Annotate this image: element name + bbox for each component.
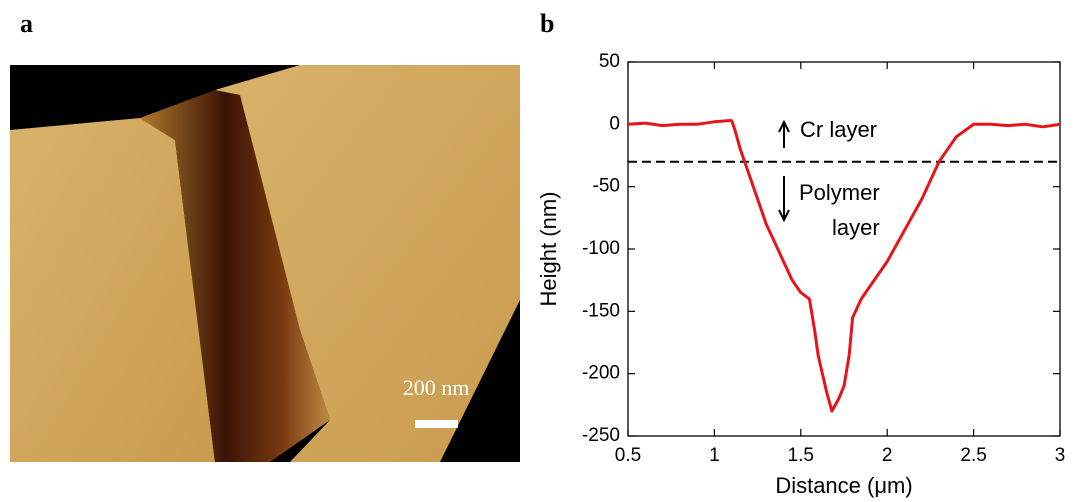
y-tick-label: -150	[582, 300, 620, 321]
panel-label: a	[20, 9, 33, 38]
scale-bar-label: 200 nm	[403, 375, 470, 400]
x-tick-label: 3	[1055, 445, 1066, 466]
y-tick-label: -200	[582, 363, 620, 384]
annotation: layer	[832, 215, 880, 240]
arrow	[778, 119, 790, 148]
y-tick-label: -50	[593, 176, 620, 197]
y-tick-label: 50	[599, 51, 620, 72]
annotation: Polymer	[799, 180, 880, 205]
x-tick-label: 0.5	[615, 445, 641, 466]
y-tick-label: -100	[582, 238, 620, 259]
x-tick-label: 1.5	[788, 445, 814, 466]
y-tick-label: 0	[609, 113, 620, 134]
data-line	[627, 119, 1061, 413]
y-axis-label: Height (nm)	[536, 192, 561, 307]
x-tick-label: 2.5	[960, 445, 986, 466]
y-tick-label: -250	[582, 425, 620, 446]
x-tick-label: 1	[709, 445, 720, 466]
afm-image: 200 nm	[10, 65, 520, 462]
x-axis-label: Distance (μm)	[775, 473, 912, 498]
annotation: Cr layer	[800, 117, 877, 142]
arrow	[778, 176, 790, 223]
panel-label: b	[540, 9, 554, 38]
x-tick-label: 2	[882, 445, 893, 466]
